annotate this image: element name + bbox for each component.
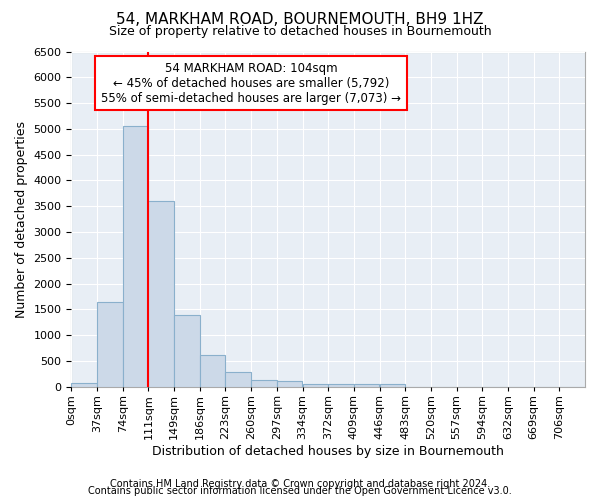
Text: 54, MARKHAM ROAD, BOURNEMOUTH, BH9 1HZ: 54, MARKHAM ROAD, BOURNEMOUTH, BH9 1HZ [116,12,484,28]
Text: Contains HM Land Registry data © Crown copyright and database right 2024.: Contains HM Land Registry data © Crown c… [110,479,490,489]
Bar [200,355,225,387]
Bar [302,384,328,387]
Y-axis label: Number of detached properties: Number of detached properties [15,120,28,318]
Text: Size of property relative to detached houses in Bournemouth: Size of property relative to detached ho… [109,25,491,38]
Bar [380,384,405,387]
Bar [354,384,379,387]
Bar [148,201,174,387]
Bar [123,126,148,387]
Bar [226,372,251,387]
Bar [328,384,353,387]
Bar [251,380,277,387]
X-axis label: Distribution of detached houses by size in Bournemouth: Distribution of detached houses by size … [152,444,504,458]
Text: 54 MARKHAM ROAD: 104sqm
← 45% of detached houses are smaller (5,792)
55% of semi: 54 MARKHAM ROAD: 104sqm ← 45% of detache… [101,62,401,104]
Text: Contains public sector information licensed under the Open Government Licence v3: Contains public sector information licen… [88,486,512,496]
Bar [277,381,302,387]
Bar [97,302,122,387]
Bar [71,382,97,387]
Bar [174,314,200,387]
